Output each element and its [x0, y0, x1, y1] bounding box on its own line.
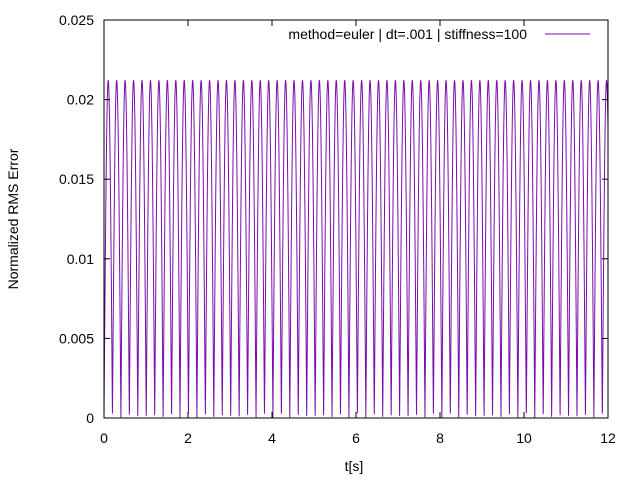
legend: method=euler | dt=.001 | stiffness=100: [288, 26, 590, 42]
x-tick-label: 6: [352, 430, 360, 446]
y-tick-label: 0.005: [59, 330, 94, 346]
x-axis-title: t[s]: [345, 458, 364, 474]
legend-entry-label: method=euler | dt=.001 | stiffness=100: [288, 26, 527, 42]
x-tick-label: 10: [516, 430, 532, 446]
x-tick-label: 8: [436, 430, 444, 446]
x-tick-label: 4: [268, 430, 276, 446]
y-tick-label: 0.015: [59, 171, 94, 187]
ticks-layer: 0 2 4 6 8 10 12 0 0.005 0.01 0.015 0.02 0.025: [59, 12, 616, 446]
series-line-euler: [103, 80, 609, 419]
x-tick-label: 2: [184, 430, 192, 446]
x-tick-label: 12: [600, 430, 616, 446]
series-layer: [103, 80, 609, 419]
y-axis-title: Normalized RMS Error: [5, 148, 21, 289]
y-tick-label: 0.02: [67, 92, 94, 108]
y-tick-label: 0.01: [67, 251, 94, 267]
y-tick-label: 0.025: [59, 12, 94, 28]
x-tick-label: 0: [100, 430, 108, 446]
y-tick-label: 0: [86, 410, 94, 426]
